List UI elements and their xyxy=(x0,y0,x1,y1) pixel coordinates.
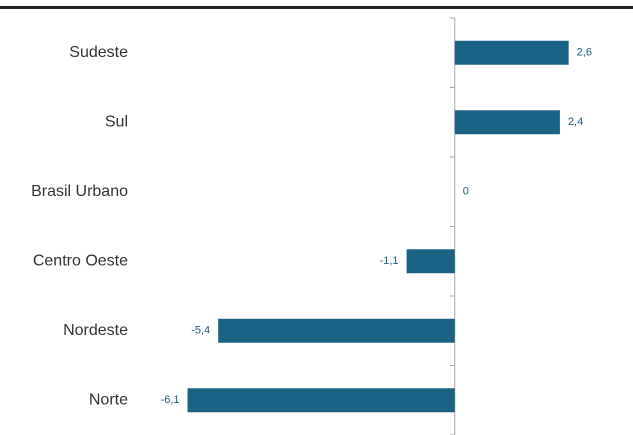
value-label: 2,4 xyxy=(568,116,583,128)
value-label: -1,1 xyxy=(380,255,399,267)
category-label: Brasil Urbano xyxy=(31,183,128,200)
category-label: Sul xyxy=(105,113,128,130)
value-label: 2,6 xyxy=(577,47,592,59)
value-label: -6,1 xyxy=(161,394,180,406)
category-label: Sudeste xyxy=(69,44,128,61)
category-label: Norte xyxy=(89,391,128,408)
value-label: 0 xyxy=(463,186,469,198)
bar xyxy=(454,110,560,135)
bar xyxy=(406,249,455,274)
category-label: Centro Oeste xyxy=(33,252,128,269)
top-rule xyxy=(0,6,633,9)
bar xyxy=(187,388,455,413)
bar xyxy=(454,40,569,65)
bar xyxy=(218,318,455,343)
value-label: -5,4 xyxy=(191,325,210,337)
category-label: Nordeste xyxy=(63,322,128,339)
